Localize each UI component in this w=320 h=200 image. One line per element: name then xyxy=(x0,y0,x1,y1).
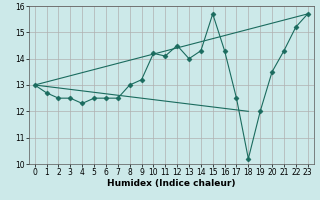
X-axis label: Humidex (Indice chaleur): Humidex (Indice chaleur) xyxy=(107,179,236,188)
